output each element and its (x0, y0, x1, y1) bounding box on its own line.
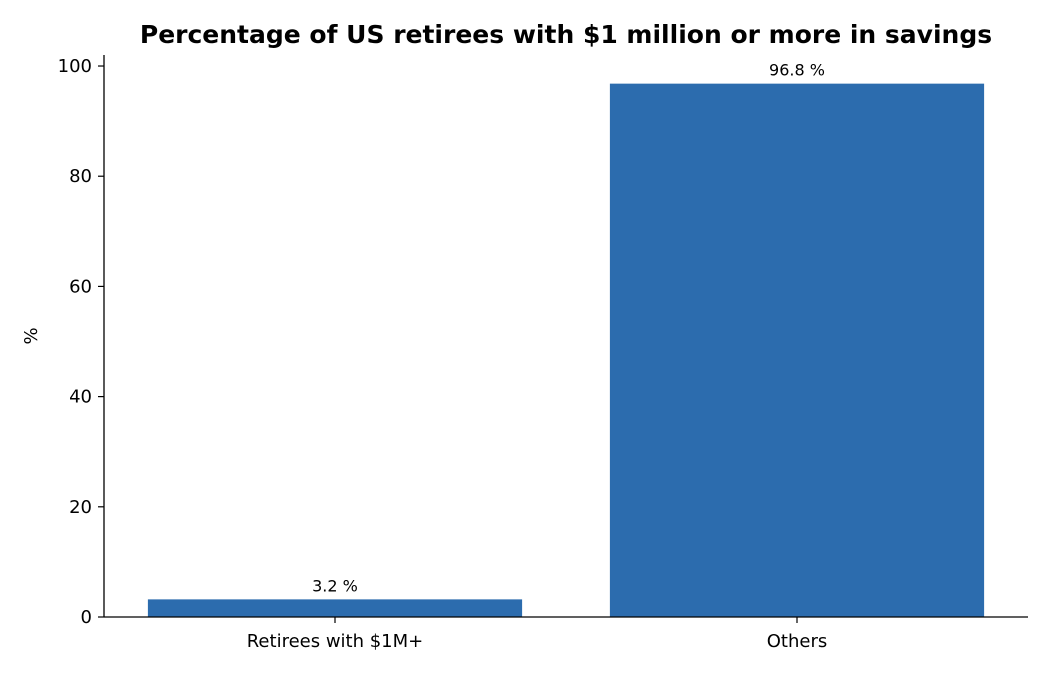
y-tick-label-3: 60 (69, 276, 92, 297)
chart-title: Percentage of US retirees with $1 millio… (140, 20, 992, 49)
y-axis-label: % (21, 327, 42, 344)
y-tick-label-1: 20 (69, 497, 92, 518)
labels-group: 3.2 % Retirees with $1M+ 96.8 % Others 0 20 40… (58, 56, 828, 652)
x-tick-label-1: Others (767, 631, 828, 652)
y-tick-label-4: 80 (69, 166, 92, 187)
bars-group (147, 83, 985, 617)
bar-0 (147, 599, 523, 617)
y-tick-label-2: 40 (69, 387, 92, 408)
y-tick-label-0: 0 (81, 607, 92, 628)
y-tick-label-5: 100 (58, 56, 92, 77)
x-tick-label-0: Retirees with $1M+ (247, 631, 424, 652)
axes-group (98, 55, 1028, 623)
data-label-0: 3.2 % (312, 576, 358, 595)
data-label-1: 96.8 % (769, 61, 825, 80)
bar-1 (609, 83, 985, 617)
